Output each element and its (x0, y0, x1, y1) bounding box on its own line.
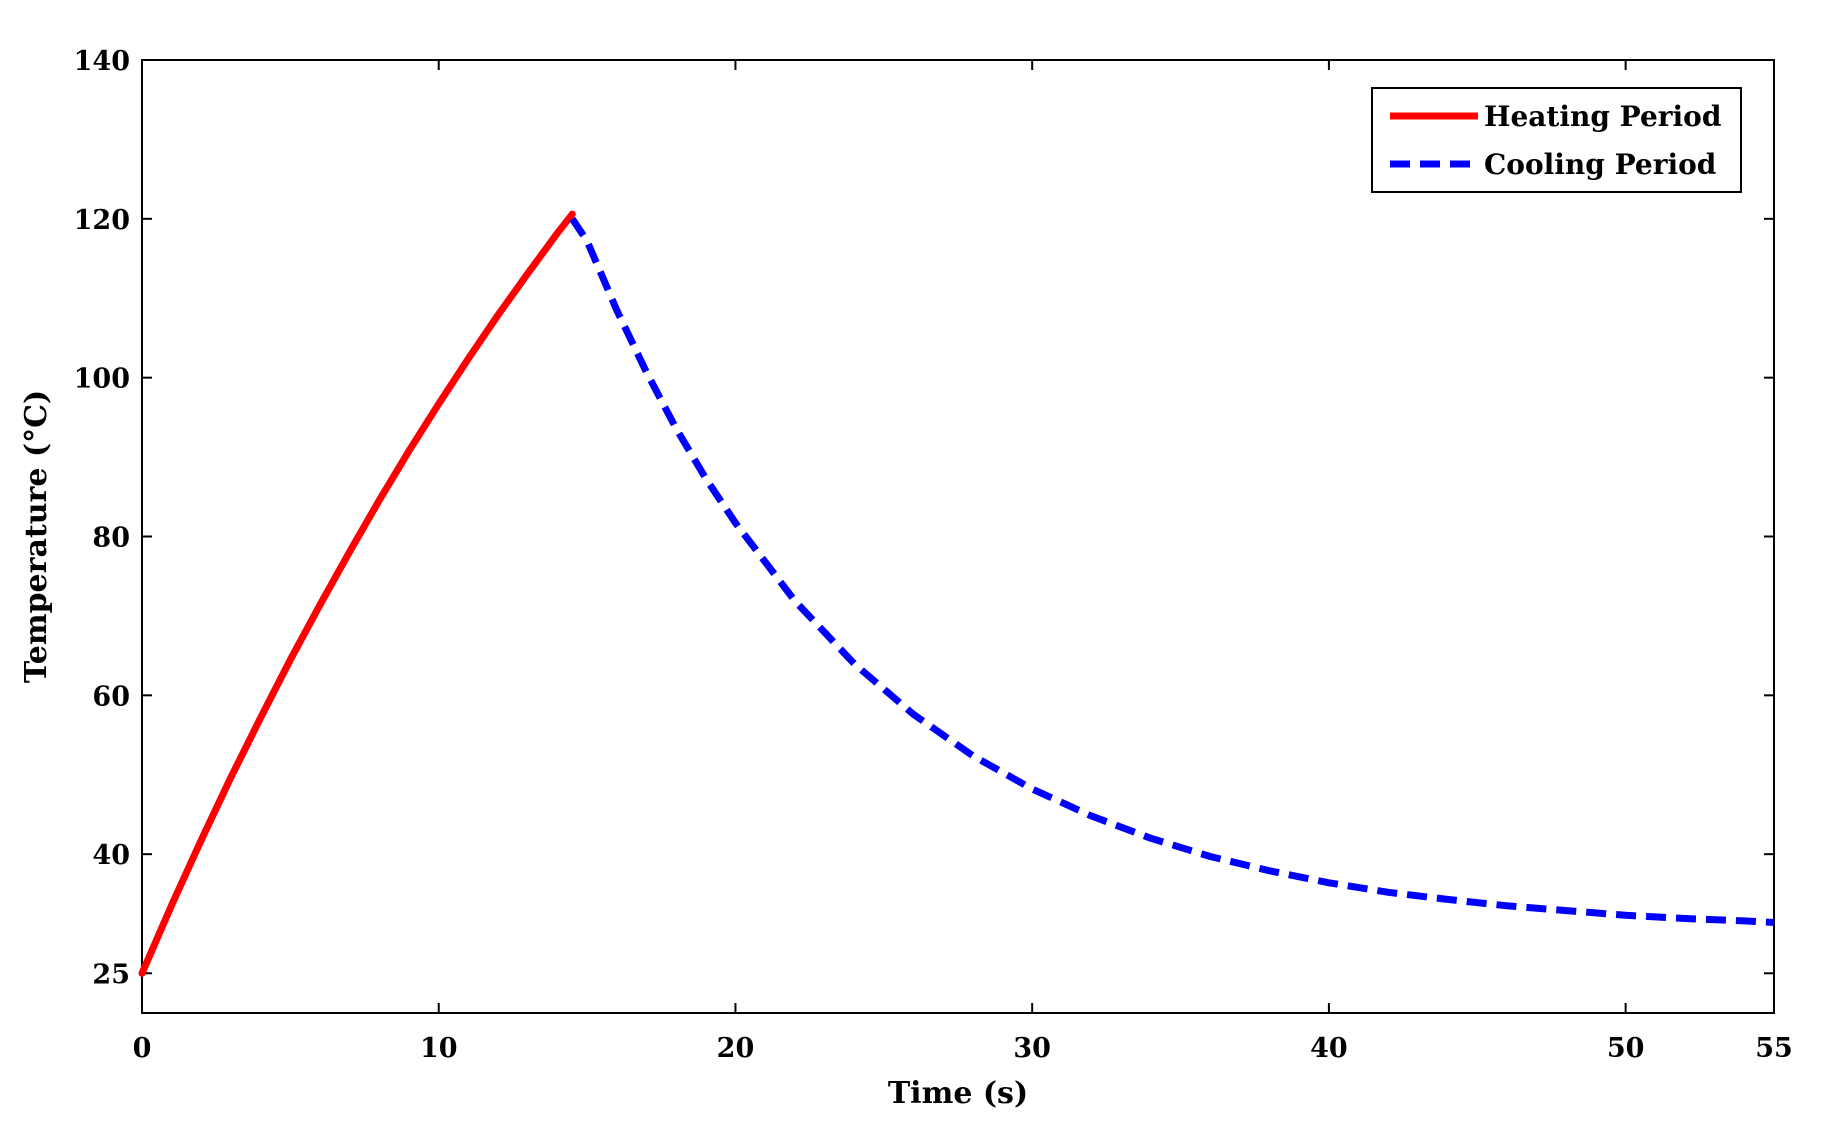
x-tick-label: 0 (133, 1033, 152, 1064)
x-tick-label: 55 (1755, 1033, 1793, 1064)
y-tick-label: 40 (92, 840, 130, 871)
legend-label-cooling: Cooling Period (1484, 148, 1716, 181)
y-tick-label: 140 (74, 46, 130, 77)
x-tick-label: 40 (1310, 1033, 1348, 1064)
y-tick-label: 25 (92, 959, 130, 990)
x-tick-label: 50 (1607, 1033, 1645, 1064)
x-tick-label: 30 (1013, 1033, 1051, 1064)
x-tick-label: 10 (420, 1033, 458, 1064)
y-tick-label: 120 (74, 205, 130, 236)
heating-period-line (138, 210, 576, 977)
plot-lines (138, 210, 1775, 977)
y-tick-label: 60 (92, 681, 130, 712)
legend-label-heating: Heating Period (1484, 100, 1721, 133)
legend: Heating Period Cooling Period (1371, 87, 1742, 193)
y-axis-title: Temperature (°C) (19, 390, 54, 683)
axes: 0 10 20 30 40 50 55 25 40 60 80 100 120 140 (74, 46, 1793, 1064)
x-tick-label: 20 (717, 1033, 755, 1064)
y-tick-label: 80 (92, 523, 130, 554)
y-tick-label: 100 (74, 364, 130, 395)
cooling-period-line (569, 216, 1775, 926)
x-axis-title: Time (s) (888, 1076, 1028, 1111)
legend-box (1371, 87, 1742, 193)
